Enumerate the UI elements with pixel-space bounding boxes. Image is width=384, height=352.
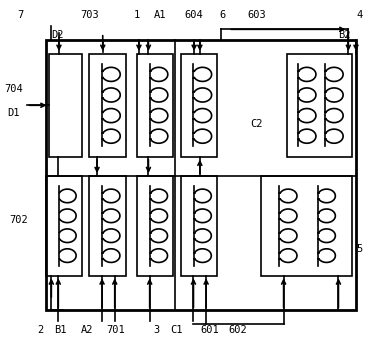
Text: 7: 7 xyxy=(18,10,24,20)
Text: B2: B2 xyxy=(338,30,351,39)
Bar xyxy=(137,176,173,276)
Text: 701: 701 xyxy=(107,325,126,335)
Text: D1: D1 xyxy=(7,108,20,118)
Text: 702: 702 xyxy=(10,215,28,225)
Bar xyxy=(181,176,217,276)
Text: 2: 2 xyxy=(37,325,43,335)
Text: C1: C1 xyxy=(171,325,183,335)
Bar xyxy=(287,54,352,157)
Text: 1: 1 xyxy=(134,10,140,20)
Bar xyxy=(46,40,356,310)
Text: 602: 602 xyxy=(228,325,247,335)
Bar xyxy=(181,54,217,157)
Text: 3: 3 xyxy=(153,325,159,335)
Text: 6: 6 xyxy=(220,10,226,20)
Bar xyxy=(46,176,82,276)
Bar xyxy=(89,54,126,157)
Text: 704: 704 xyxy=(4,84,23,94)
Bar xyxy=(50,54,82,157)
Text: 601: 601 xyxy=(200,325,219,335)
Text: A1: A1 xyxy=(154,10,166,20)
Bar xyxy=(137,54,173,157)
Text: 703: 703 xyxy=(80,10,99,20)
Bar xyxy=(89,176,126,276)
Text: 604: 604 xyxy=(185,10,204,20)
Text: 603: 603 xyxy=(248,10,266,20)
Bar xyxy=(261,176,352,276)
Text: B1: B1 xyxy=(55,325,67,335)
Text: A2: A2 xyxy=(81,325,94,335)
Text: D2: D2 xyxy=(51,30,63,39)
Text: 4: 4 xyxy=(357,10,363,20)
Text: C2: C2 xyxy=(251,119,263,128)
Text: 5: 5 xyxy=(357,244,363,254)
